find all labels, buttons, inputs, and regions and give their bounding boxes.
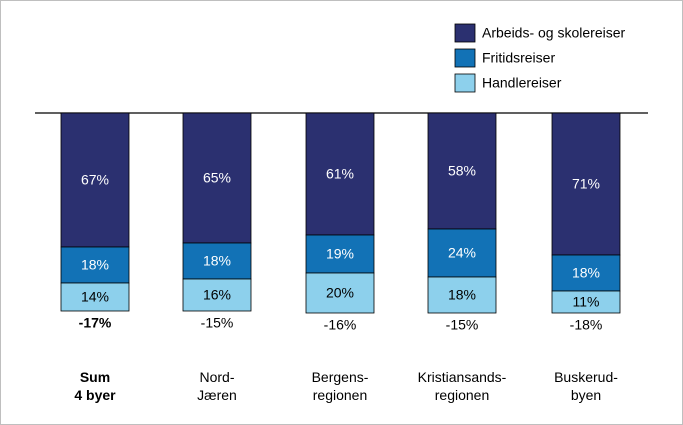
x-tick-line: byen xyxy=(571,387,601,403)
bar-segment xyxy=(305,112,375,236)
bar-segment xyxy=(551,290,621,314)
data-label: 61% xyxy=(326,166,354,182)
legend-label: Arbeids- og skolereiser xyxy=(482,25,626,41)
x-tick-line: Sum xyxy=(80,369,110,385)
bar-segment xyxy=(305,234,375,274)
bar-segment xyxy=(427,112,497,230)
x-tick-line: 4 byer xyxy=(74,387,116,403)
x-tick-line: Buskerud- xyxy=(554,369,618,385)
x-tick-label: Buskerud-byen xyxy=(554,369,618,403)
bar-segment xyxy=(305,272,375,314)
x-tick-label: Bergens-regionen xyxy=(312,369,369,403)
data-label: 71% xyxy=(572,176,600,192)
total-label: -17% xyxy=(79,315,112,331)
bar-segment xyxy=(551,112,621,256)
data-label: 18% xyxy=(81,257,109,273)
data-label: 20% xyxy=(326,285,354,301)
total-label: -18% xyxy=(570,317,603,333)
x-tick-label: Nord- Jæren xyxy=(197,369,237,403)
data-label: 16% xyxy=(203,287,231,303)
data-label: 19% xyxy=(326,246,354,262)
data-label: 67% xyxy=(81,172,109,188)
legend-swatch xyxy=(454,48,476,68)
bar-segment xyxy=(60,112,130,248)
data-label: 18% xyxy=(203,253,231,269)
x-tick-label: Kristiansands-regionen xyxy=(418,369,507,403)
legend-swatch xyxy=(454,23,476,43)
x-tick-label: Sum 4 byer xyxy=(74,369,116,403)
bar-segment xyxy=(182,112,252,244)
x-tick-line: regionen xyxy=(435,387,490,403)
total-label: -16% xyxy=(324,317,357,333)
total-label: -15% xyxy=(201,315,234,331)
x-tick-line: regionen xyxy=(313,387,368,403)
x-tick-line: Jæren xyxy=(197,387,237,403)
data-label: 65% xyxy=(203,170,231,186)
data-label: 24% xyxy=(448,245,476,261)
data-label: 18% xyxy=(572,265,600,281)
bar-segment xyxy=(427,228,497,278)
legend-label: Handlereiser xyxy=(482,75,562,91)
data-label: 14% xyxy=(81,289,109,305)
x-tick-line: Bergens- xyxy=(312,369,369,385)
data-label: 11% xyxy=(573,294,600,310)
bar-segment xyxy=(182,278,252,312)
total-label: -15% xyxy=(446,317,479,333)
x-tick-line: Kristiansands- xyxy=(418,369,507,385)
bar-segment xyxy=(551,254,621,292)
data-label: 18% xyxy=(448,287,476,303)
bar-segment xyxy=(60,282,130,312)
bar-segment xyxy=(427,276,497,314)
x-tick-line: Nord- xyxy=(199,369,234,385)
data-label: 58% xyxy=(448,163,476,179)
legend-label: Fritidsreiser xyxy=(482,50,555,66)
legend-swatch xyxy=(454,73,476,93)
